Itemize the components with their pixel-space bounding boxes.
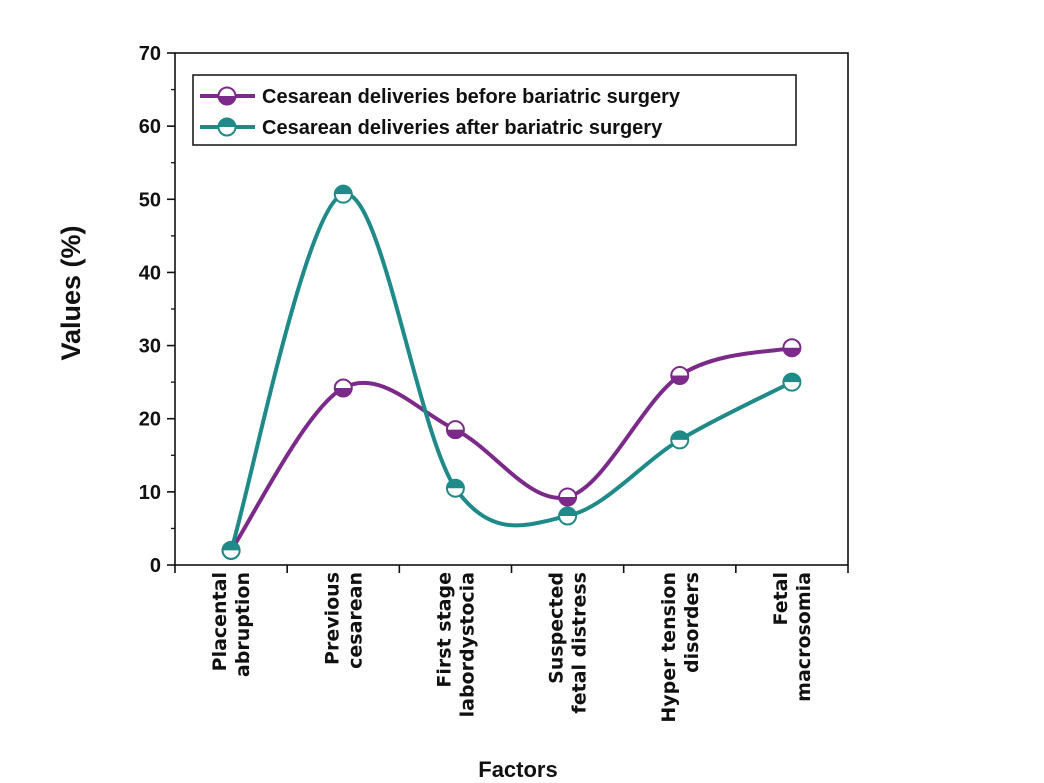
chart-legend: Cesarean deliveries before bariatric sur… [192, 74, 797, 146]
x-category-label: Previouscesarean [321, 572, 366, 669]
data-point [558, 487, 578, 507]
data-point [782, 372, 802, 392]
data-point [782, 338, 802, 358]
data-point [333, 378, 353, 398]
x-category-label-line: cesarean [344, 572, 366, 669]
x-axis-title: Factors [478, 757, 557, 782]
data-point [558, 506, 578, 526]
marker-outline [670, 366, 690, 386]
marker-outline [445, 420, 465, 440]
legend-box [192, 74, 797, 146]
marker-outline [333, 378, 353, 398]
marker-outline [221, 540, 241, 560]
x-category-label-line: Hyper tension [658, 572, 680, 723]
y-tick-label: 60 [139, 116, 161, 138]
x-category-label-line: Placental [209, 572, 231, 671]
legend-swatch-marker [217, 117, 237, 137]
x-category-label-line: abruption [232, 572, 254, 677]
data-point [445, 420, 465, 440]
x-category-label: Suspectedfetal distress [546, 572, 591, 714]
x-category-label-line: fetal distress [569, 572, 591, 714]
marker-outline [217, 117, 237, 137]
x-category-label-line: labordystocia [456, 572, 478, 717]
marker-outline [445, 478, 465, 498]
data-point [670, 366, 690, 386]
marker-outline [782, 338, 802, 358]
x-category-label: Placentalabruption [209, 572, 254, 677]
series-line [229, 192, 794, 553]
marker-outline [217, 86, 237, 106]
y-tick-label: 20 [139, 409, 161, 431]
marker-outline [670, 430, 690, 450]
x-category-label: First stagelabordystocia [433, 572, 478, 717]
x-category-label: Fetalmacrosomia [770, 572, 815, 702]
y-axis-title: Values (%) [56, 225, 86, 360]
x-category-label-line: Fetal [770, 572, 792, 626]
legend-entry: Cesarean deliveries before bariatric sur… [200, 86, 681, 108]
series-line [229, 345, 794, 553]
legend-entry: Cesarean deliveries after bariatric surg… [200, 117, 663, 139]
marker-outline [333, 184, 353, 204]
marker-outline [558, 487, 578, 507]
y-tick-label: 30 [139, 336, 161, 358]
y-tick-label: 40 [139, 262, 161, 284]
chart-series [221, 184, 802, 560]
y-tick-label: 0 [150, 555, 161, 577]
x-category-label-line: Previous [321, 572, 343, 665]
x-category-label: Hyper tensiondisorders [658, 572, 703, 723]
legend-label: Cesarean deliveries before bariatric sur… [262, 86, 681, 108]
data-point [670, 430, 690, 450]
legend-label: Cesarean deliveries after bariatric surg… [262, 117, 663, 139]
series-after [221, 184, 802, 560]
x-category-label-line: macrosomia [793, 572, 815, 702]
y-tick-label: 70 [139, 43, 161, 65]
y-tick-label: 50 [139, 189, 161, 211]
data-point [221, 540, 241, 560]
marker-outline [782, 372, 802, 392]
marker-outline [558, 506, 578, 526]
y-tick-label: 10 [139, 482, 161, 504]
x-category-label-line: First stage [433, 572, 455, 688]
x-category-label-line: disorders [681, 572, 703, 673]
x-category-label-line: Suspected [546, 572, 568, 684]
legend-swatch-marker [217, 86, 237, 106]
data-point [445, 478, 465, 498]
chart-axes: 0 10 20 30 40 50 60 70 Placentalabruption Previou… [139, 43, 849, 723]
data-point [333, 184, 353, 204]
